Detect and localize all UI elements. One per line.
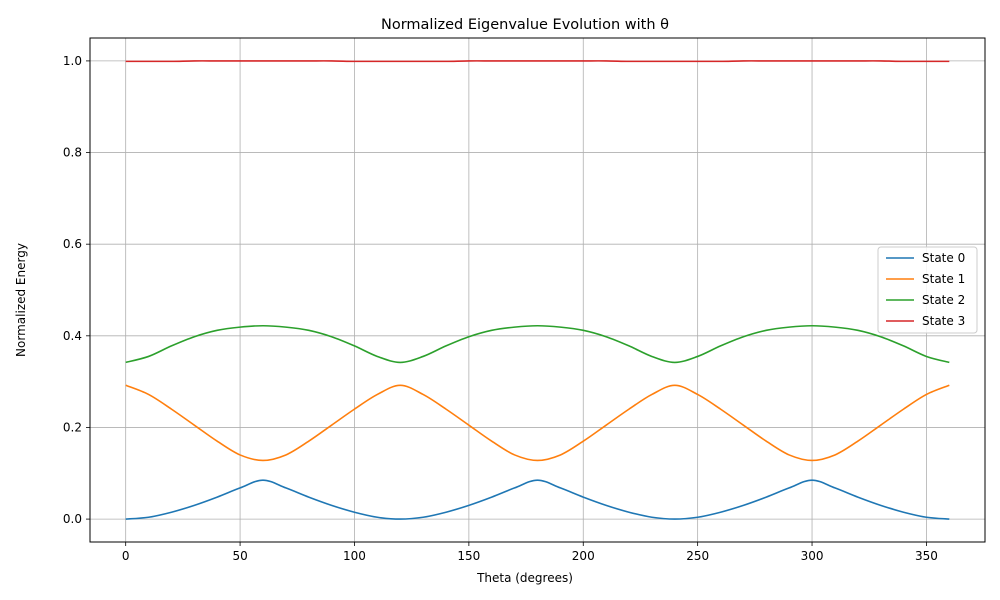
y-tick-label: 0.4 bbox=[63, 329, 82, 343]
series-line-state-2 bbox=[125, 324, 950, 364]
x-tick-label: 300 bbox=[801, 549, 824, 563]
series-line-state-0 bbox=[125, 479, 950, 520]
x-axis: 0 50 100 150 200 250 300 350 bbox=[122, 542, 938, 563]
series-layer bbox=[125, 60, 950, 520]
x-tick-label: 350 bbox=[915, 549, 938, 563]
y-tick-label: 0.6 bbox=[63, 237, 82, 251]
y-tick-label: 0.2 bbox=[63, 420, 82, 434]
x-tick-label: 0 bbox=[122, 549, 130, 563]
legend-entry: State 1 bbox=[922, 272, 965, 286]
legend: State 0 State 1 State 2 State 3 bbox=[877, 246, 978, 334]
series-line-state-3 bbox=[125, 60, 950, 63]
x-tick-label: 200 bbox=[572, 549, 595, 563]
series-line-state-1 bbox=[125, 384, 950, 462]
x-tick-label: 150 bbox=[457, 549, 480, 563]
legend-box bbox=[877, 246, 978, 334]
y-tick-label: 0.8 bbox=[63, 146, 82, 160]
y-tick-label: 0.0 bbox=[63, 512, 82, 526]
y-axis-label: Normalized Energy bbox=[14, 243, 28, 357]
x-tick-label: 50 bbox=[232, 549, 247, 563]
legend-entry: State 0 bbox=[922, 251, 965, 265]
x-tick-label: 100 bbox=[343, 549, 366, 563]
x-axis-label: Theta (degrees) bbox=[476, 571, 573, 585]
legend-entry: State 2 bbox=[922, 293, 965, 307]
plot-frame bbox=[89, 37, 986, 543]
y-tick-label: 1.0 bbox=[63, 54, 82, 68]
y-axis: 0.0 0.2 0.4 0.6 0.8 1.0 bbox=[63, 54, 90, 526]
x-tick-label: 250 bbox=[686, 549, 709, 563]
chart-title: Normalized Eigenvalue Evolution with θ bbox=[381, 17, 669, 33]
legend-entry: State 3 bbox=[922, 314, 965, 328]
